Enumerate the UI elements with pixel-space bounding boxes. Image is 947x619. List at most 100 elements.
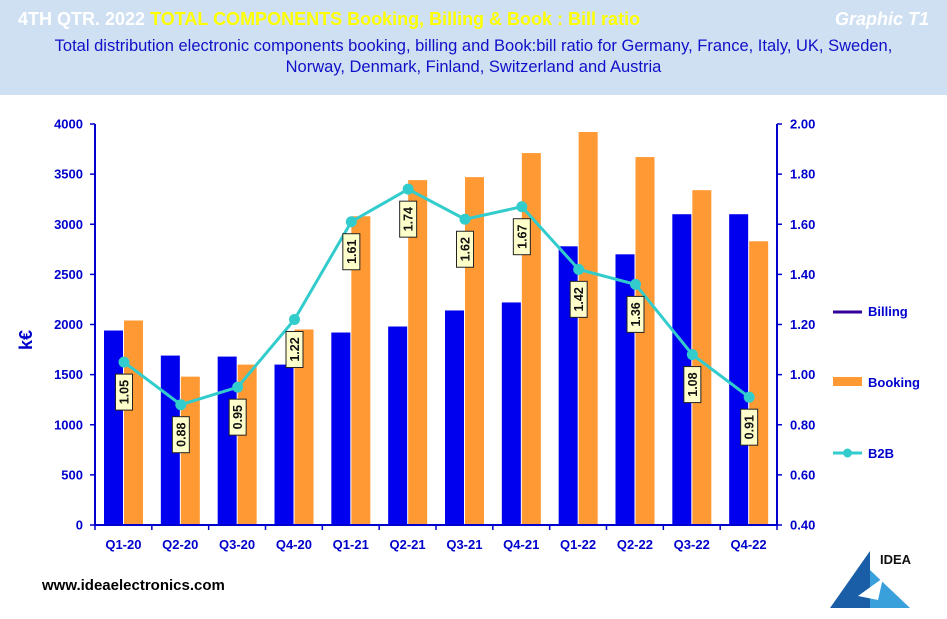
b2b-point xyxy=(118,356,130,368)
b2b-label-box xyxy=(683,366,702,404)
x-tick-label: Q2-21 xyxy=(390,537,426,552)
billing-bar xyxy=(501,302,521,525)
billing-bar xyxy=(672,214,692,525)
left-tick-label: 1500 xyxy=(54,367,83,382)
right-tick-label: 1.40 xyxy=(790,267,815,282)
idea-logo: IDEA xyxy=(830,551,912,608)
b2b-data-labels: 1.05 0.88 0.95 1.22 1.61 1.74 1.62 1.67 1.42 1.36… xyxy=(115,200,759,454)
b2b-point xyxy=(516,201,528,213)
x-axis-labels: Q1-20 Q2-20 Q3-20 Q4-20 Q1-21 Q2-21 Q3-21 Q4-21… xyxy=(94,525,778,552)
legend-booking-label: Booking xyxy=(868,375,920,390)
right-tick-label: 0.40 xyxy=(790,518,815,533)
b2b-line xyxy=(118,183,755,411)
title-main: TOTAL COMPONENTS Booking, Billing & Book… xyxy=(150,9,641,29)
legend-booking-swatch xyxy=(833,377,862,386)
booking-bar xyxy=(465,177,484,525)
b2b-data-label: 1.42 xyxy=(572,287,586,311)
b2b-label-box xyxy=(115,373,133,411)
b2b-point xyxy=(402,183,414,195)
left-tick-label: 2000 xyxy=(54,317,83,332)
subtitle-line-2: Norway, Denmark, Finland, Switzerland an… xyxy=(285,58,662,76)
b2b-label-box xyxy=(512,218,531,256)
b2b-data-label: 1.67 xyxy=(515,225,529,249)
b2b-data-label: 0.88 xyxy=(174,422,188,446)
right-tick-label: 1.60 xyxy=(790,217,815,232)
logo-triangle-light xyxy=(870,570,910,608)
chart-title: 4TH QTR. 2022 TOTAL COMPONENTS Booking, … xyxy=(18,9,640,30)
x-tick-label: Q1-21 xyxy=(333,537,369,552)
b2b-label-box xyxy=(399,200,418,238)
b2b-label-box xyxy=(228,398,247,436)
x-tick-label: Q4-20 xyxy=(276,537,312,552)
graphic-label: Graphic T1 xyxy=(834,9,929,29)
x-tick-label: Q4-22 xyxy=(731,537,767,552)
b2b-data-label: 1.05 xyxy=(118,380,132,404)
booking-bar xyxy=(408,180,428,525)
b2b-point xyxy=(573,263,585,275)
left-tick-label: 1000 xyxy=(54,417,83,432)
booking-bar xyxy=(635,157,655,525)
website-link[interactable]: www.ideaelectronics.com xyxy=(42,577,225,594)
b2b-point xyxy=(175,399,187,411)
legend-b2b-marker xyxy=(843,448,852,458)
b2b-point xyxy=(459,213,471,225)
x-tick-label: Q3-21 xyxy=(446,537,482,552)
b2b-data-label: 1.36 xyxy=(629,302,643,326)
legend: Billing Booking B2B xyxy=(833,304,920,461)
b2b-label-box xyxy=(569,280,588,318)
x-tick-label: Q1-22 xyxy=(560,537,596,552)
right-tick-label: 0.80 xyxy=(790,417,815,432)
booking-bar xyxy=(578,132,598,525)
billing-bar xyxy=(274,364,294,525)
booking-bar xyxy=(294,329,314,525)
b2b-point xyxy=(289,313,300,325)
b2b-label-box xyxy=(456,230,474,268)
booking-bar xyxy=(692,190,712,526)
b2b-line-path xyxy=(123,187,751,407)
x-tick-label: Q2-20 xyxy=(162,537,198,552)
right-tick-label: 2.00 xyxy=(790,117,815,132)
billing-bar xyxy=(160,355,180,525)
right-tick-label: 1.00 xyxy=(790,367,815,382)
billing-bar xyxy=(445,310,464,525)
b2b-data-label: 1.62 xyxy=(459,237,473,261)
b2b-point xyxy=(345,216,357,228)
b2b-point xyxy=(743,391,755,403)
logo-arrow xyxy=(858,578,883,600)
subtitle-line-1: Total distribution electronic components… xyxy=(54,37,893,55)
right-axis-ticks: 0.40 0.60 0.80 1.00 1.20 1.40 1.60 1.80 2.00 xyxy=(777,117,815,533)
left-axis-ticks: 0 500 1000 1500 2000 2500 3000 3500 4000 xyxy=(54,117,95,533)
x-tick-label: Q4-21 xyxy=(503,537,539,552)
x-tick-label: Q3-22 xyxy=(674,537,710,552)
header-band: 4TH QTR. 2022 TOTAL COMPONENTS Booking, … xyxy=(0,0,947,95)
right-tick-label: 1.20 xyxy=(790,317,815,332)
b2b-label-box xyxy=(626,295,645,333)
b2b-label-box xyxy=(342,233,361,271)
billing-bar xyxy=(217,356,237,525)
left-tick-label: 3000 xyxy=(54,217,83,232)
right-tick-label: 0.60 xyxy=(790,467,815,482)
b2b-label-box xyxy=(171,416,190,454)
title-period: 4TH QTR. 2022 xyxy=(18,9,146,29)
booking-bar xyxy=(180,376,200,525)
booking-bar xyxy=(749,241,769,526)
b2b-data-label: 0.95 xyxy=(231,405,245,429)
b2b-point xyxy=(630,278,641,290)
logo-triangle-dark xyxy=(830,551,870,608)
b2b-point xyxy=(686,349,698,361)
booking-bar xyxy=(351,216,371,526)
booking-bar xyxy=(124,320,143,525)
y-axis-label: k€ xyxy=(16,330,36,350)
billing-bar xyxy=(615,254,635,525)
x-tick-label: Q1-20 xyxy=(105,537,141,552)
logo-text: IDEA xyxy=(880,552,912,567)
legend-billing-label: Billing xyxy=(868,304,908,319)
b2b-data-label: 1.08 xyxy=(686,372,700,396)
billing-bar xyxy=(331,332,351,525)
b2b-data-label: 0.91 xyxy=(743,415,757,439)
billing-bar xyxy=(729,214,749,525)
chart-subtitle: Total distribution electronic components… xyxy=(0,36,947,78)
b2b-data-label: 1.61 xyxy=(345,240,359,264)
x-tick-label: Q2-22 xyxy=(617,537,653,552)
